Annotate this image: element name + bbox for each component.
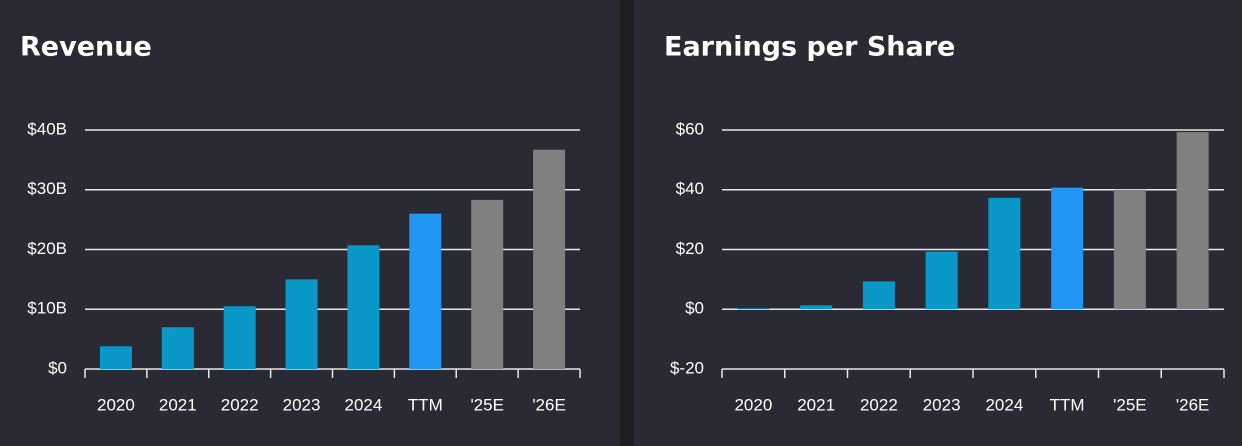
- bar: [347, 245, 380, 369]
- x-tick-label: 2021: [797, 395, 835, 414]
- panel: [0, 0, 620, 446]
- x-tick-label: 2022: [860, 395, 898, 414]
- x-tick-label: 2023: [923, 395, 961, 414]
- bar: [800, 305, 833, 310]
- bar: [471, 199, 504, 369]
- bar: [925, 251, 958, 310]
- x-tick-label: '25E: [1113, 395, 1147, 414]
- y-tick-label: $0: [685, 299, 704, 318]
- chart-title: Earnings per Share: [664, 32, 955, 63]
- y-tick-label: $60: [676, 119, 704, 138]
- y-tick-label: $-20: [670, 358, 704, 377]
- y-tick-label: $10B: [27, 299, 67, 318]
- x-tick-label: TTM: [408, 395, 443, 414]
- bar: [285, 279, 318, 369]
- x-tick-label: 2022: [221, 395, 259, 414]
- bar: [1176, 132, 1209, 310]
- x-tick-label: 2024: [345, 395, 383, 414]
- x-tick-label: 2021: [159, 395, 197, 414]
- y-tick-label: $0: [48, 358, 67, 377]
- bar: [1113, 189, 1146, 310]
- x-tick-label: '26E: [1176, 395, 1210, 414]
- bar: [223, 306, 256, 369]
- y-tick-label: $20B: [27, 239, 67, 258]
- panel: [634, 0, 1242, 446]
- x-tick-label: TTM: [1050, 395, 1085, 414]
- bar: [533, 149, 566, 369]
- bar: [409, 213, 442, 369]
- y-tick-label: $40: [676, 179, 704, 198]
- x-tick-label: '25E: [470, 395, 504, 414]
- bar: [161, 327, 194, 369]
- bar: [988, 197, 1021, 310]
- x-tick-label: '26E: [532, 395, 566, 414]
- chart-title: Revenue: [20, 32, 152, 63]
- y-tick-label: $40B: [27, 119, 67, 138]
- y-tick-label: $30B: [27, 179, 67, 198]
- bar: [1051, 187, 1084, 310]
- x-tick-label: 2020: [97, 395, 135, 414]
- x-tick-label: 2020: [734, 395, 772, 414]
- x-tick-label: 2023: [283, 395, 321, 414]
- bar: [862, 281, 895, 310]
- bar: [99, 346, 132, 369]
- y-tick-label: $20: [676, 239, 704, 258]
- bar: [737, 308, 770, 310]
- x-tick-label: 2024: [985, 395, 1023, 414]
